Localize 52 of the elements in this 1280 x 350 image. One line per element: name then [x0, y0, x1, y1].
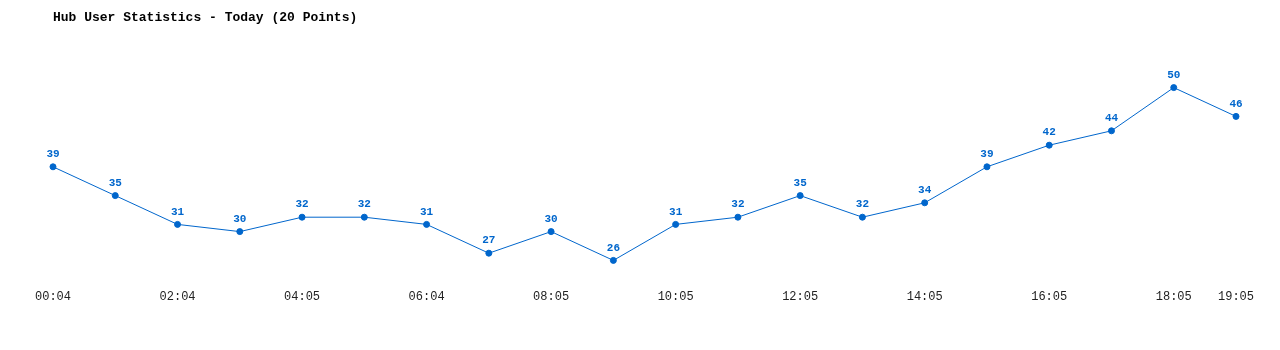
x-tick-label: 02:04: [159, 289, 196, 304]
x-tick-label: 06:04: [408, 289, 445, 304]
data-label: 31: [170, 205, 185, 218]
data-label: 39: [980, 148, 994, 161]
point: [983, 163, 991, 171]
data-label: 32: [357, 198, 371, 211]
x-tick-label: 18:05: [1155, 289, 1192, 304]
point: [49, 163, 57, 171]
data-label: 30: [233, 212, 247, 225]
x-tick-label: 16:05: [1031, 289, 1068, 304]
point: [609, 256, 617, 264]
point: [734, 213, 742, 221]
point: [485, 249, 493, 257]
data-label: 32: [731, 198, 745, 211]
x-tick-label: 19:05: [1217, 289, 1255, 304]
point: [796, 192, 804, 200]
data-label: 42: [1042, 126, 1056, 139]
x-tick-label: 08:05: [533, 289, 570, 304]
point: [174, 220, 182, 228]
data-label: 31: [669, 205, 683, 218]
data-label: 34: [918, 184, 932, 197]
data-label: 44: [1104, 112, 1119, 125]
data-label: 30: [544, 212, 558, 225]
point: [236, 228, 244, 236]
point: [111, 192, 119, 200]
x-tick-label: 10:05: [657, 289, 694, 304]
x-tick-label: 04:05: [284, 289, 321, 304]
x-tick-label: 12:05: [782, 289, 819, 304]
data-label: 39: [46, 148, 60, 161]
point: [423, 220, 431, 228]
point: [858, 213, 866, 221]
point: [672, 220, 680, 228]
chart-title: Hub User Statistics - Today (20 Points): [53, 10, 358, 26]
point: [360, 213, 368, 221]
point: [1045, 141, 1053, 149]
data-label: 32: [855, 198, 870, 211]
point: [1170, 84, 1178, 92]
point: [921, 199, 929, 207]
data-label: 32: [295, 198, 309, 211]
x-tick-label: 00:04: [34, 289, 72, 304]
point: [1232, 112, 1240, 120]
point: [298, 213, 306, 221]
point: [1107, 127, 1115, 135]
data-label: 35: [793, 176, 808, 189]
data-label: 46: [1229, 97, 1243, 110]
point: [547, 228, 555, 236]
data-label: 35: [108, 176, 123, 189]
x-tick-label: 14:05: [906, 289, 943, 304]
data-label: 26: [606, 241, 620, 254]
data-label: 31: [419, 205, 434, 218]
data-label: 27: [482, 234, 496, 247]
data-label: 50: [1167, 68, 1181, 81]
